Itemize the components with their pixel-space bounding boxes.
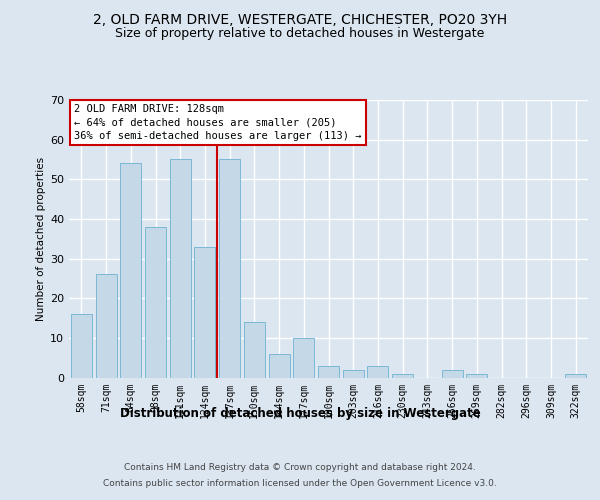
Text: 2, OLD FARM DRIVE, WESTERGATE, CHICHESTER, PO20 3YH: 2, OLD FARM DRIVE, WESTERGATE, CHICHESTE…: [93, 12, 507, 26]
Bar: [466, 374, 487, 378]
Text: 2 OLD FARM DRIVE: 128sqm
← 64% of detached houses are smaller (205)
36% of semi-: 2 OLD FARM DRIVE: 128sqm ← 64% of detach…: [74, 104, 362, 141]
Bar: [367, 366, 388, 378]
Text: Contains HM Land Registry data © Crown copyright and database right 2024.: Contains HM Land Registry data © Crown c…: [124, 462, 476, 471]
Bar: [318, 366, 339, 378]
Bar: [170, 160, 191, 378]
Bar: [244, 322, 265, 378]
Bar: [442, 370, 463, 378]
Y-axis label: Number of detached properties: Number of detached properties: [36, 156, 46, 321]
Bar: [269, 354, 290, 378]
Bar: [120, 164, 141, 378]
Bar: [565, 374, 586, 378]
Bar: [145, 227, 166, 378]
Text: Contains public sector information licensed under the Open Government Licence v3: Contains public sector information licen…: [103, 479, 497, 488]
Text: Distribution of detached houses by size in Westergate: Distribution of detached houses by size …: [119, 408, 481, 420]
Text: Size of property relative to detached houses in Westergate: Size of property relative to detached ho…: [115, 28, 485, 40]
Bar: [95, 274, 116, 378]
Bar: [194, 246, 215, 378]
Bar: [219, 160, 240, 378]
Bar: [71, 314, 92, 378]
Bar: [392, 374, 413, 378]
Bar: [293, 338, 314, 378]
Bar: [343, 370, 364, 378]
